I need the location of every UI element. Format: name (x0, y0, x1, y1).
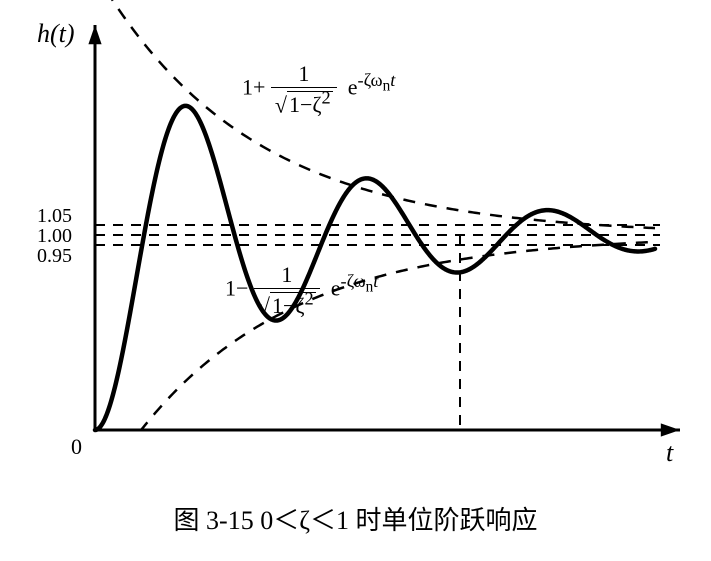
figure-caption: 图 3-15 0＜ζ＜1 时单位阶跃响应 (0, 500, 711, 537)
origin-label: 0 (71, 434, 82, 460)
chart-container: 1+ 1√1−ζ2 e-ζωnt 1− 1√1−ζ2 e-ζωnt h(t) t… (0, 0, 711, 561)
lower-envelope-formula: 1− 1√1−ζ2 e-ζωnt (225, 262, 378, 319)
tick-0p95: 0.95 (37, 245, 72, 268)
x-axis-label: t (666, 438, 673, 468)
y-axis-label: h(t) (37, 19, 75, 49)
upper-envelope-formula: 1+ 1√1−ζ2 e-ζωnt (242, 61, 395, 118)
